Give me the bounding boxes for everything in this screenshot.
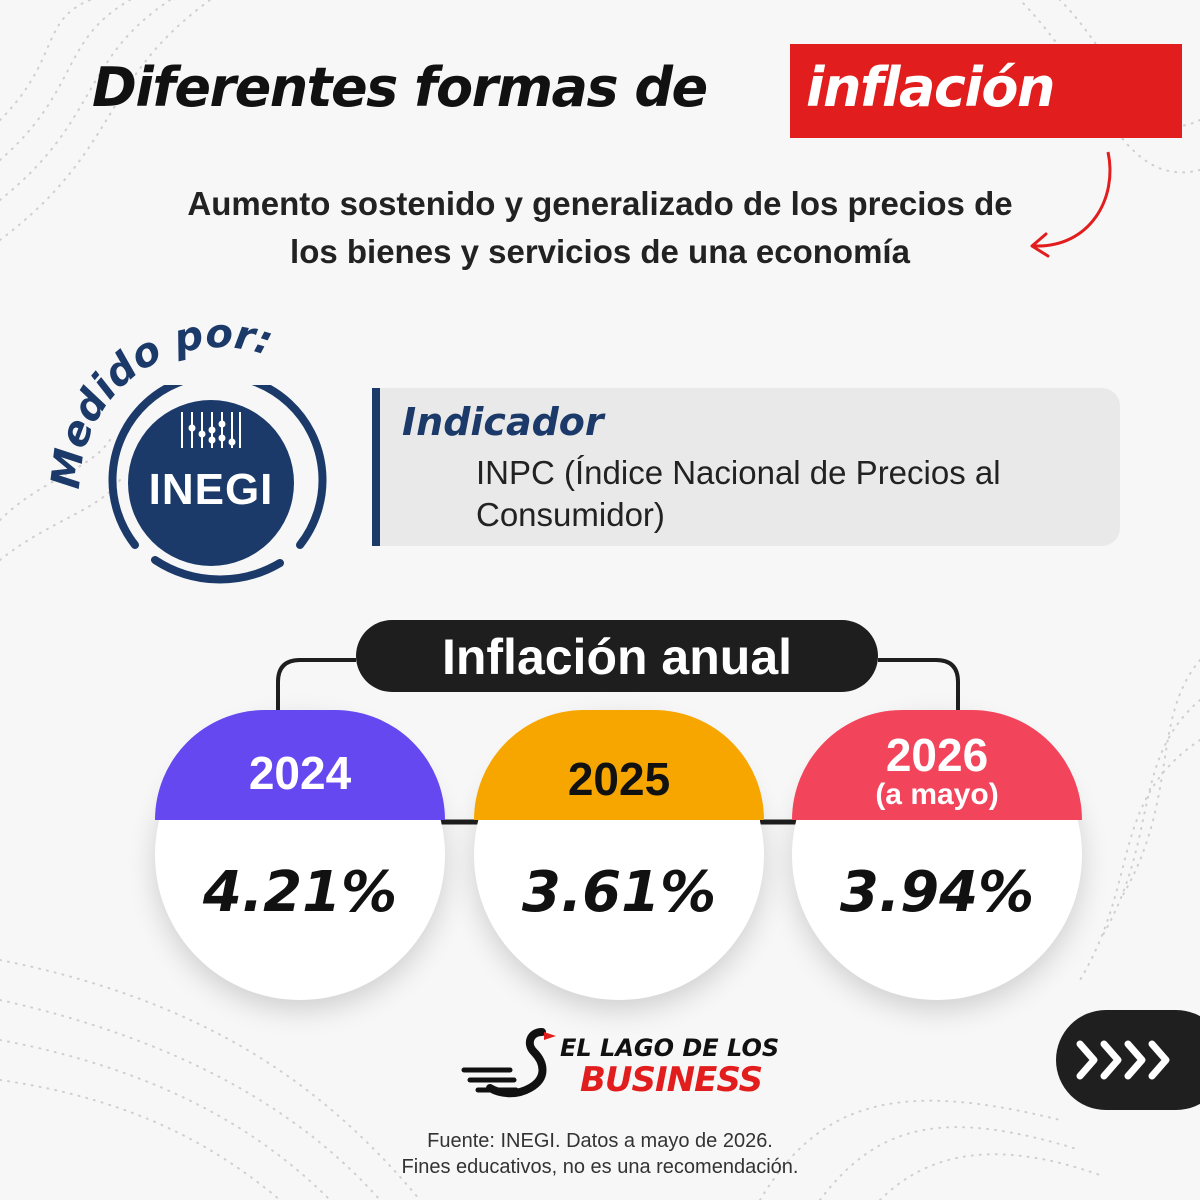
definition-text: Aumento sostenido y generalizado de los … <box>187 185 1013 270</box>
year-dome <box>155 710 445 820</box>
inflation-card-2025: 2025 3.61% <box>474 710 764 1000</box>
footer-source: Fuente: INEGI. Datos a mayo de 2026. <box>427 1130 773 1152</box>
indicator-accent-bar <box>372 388 380 546</box>
next-button[interactable] <box>1056 1010 1200 1110</box>
year-dome <box>474 710 764 820</box>
annual-inflation-title: Inflación anual <box>441 629 793 685</box>
swan-logo-icon <box>461 1028 556 1098</box>
inflation-card-2024: 2024 4.21% <box>155 710 445 1000</box>
inflation-card-2026: 2026 (a mayo) 3.94% <box>792 710 1082 1000</box>
year-dome <box>792 710 1082 820</box>
inflation-value: 3.94% <box>839 860 1035 925</box>
year-label: 2025 <box>567 753 671 805</box>
year-label: 2026 <box>885 729 989 781</box>
footer-disclaimer: Fines educativos, no es una recomendació… <box>401 1156 799 1178</box>
title-highlight-box: inflación <box>790 44 1182 138</box>
brand-name-top: EL LAGO DE LOS <box>560 1034 780 1062</box>
indicator-card: Indicador INPC (Índice Nacional de Preci… <box>372 388 1120 546</box>
brand-name-bottom: BUSINESS <box>580 1060 763 1100</box>
inflation-value: 3.61% <box>521 860 717 925</box>
page-title: Diferentes formas de <box>92 56 708 119</box>
indicator-description: INPC (Índice Nacional de Precios al Cons… <box>476 454 1001 533</box>
indicator-title: Indicador <box>402 400 604 444</box>
inflation-value: 4.21% <box>202 860 398 925</box>
year-note: (a mayo) <box>875 778 999 811</box>
logo-ring <box>108 385 327 584</box>
inegi-logo-text: INEGI <box>148 465 274 514</box>
curved-arrow-icon <box>1030 151 1112 258</box>
footer-note: Fuente: INEGI. Datos a mayo de 2026. Fin… <box>200 1128 1000 1180</box>
title-highlight-text: inflación <box>806 56 1055 119</box>
year-label: 2024 <box>248 747 352 799</box>
chevrons-right-icon <box>1076 1040 1170 1080</box>
annual-inflation-pill: Inflación anual <box>356 620 878 692</box>
abacus-icon <box>181 412 241 448</box>
